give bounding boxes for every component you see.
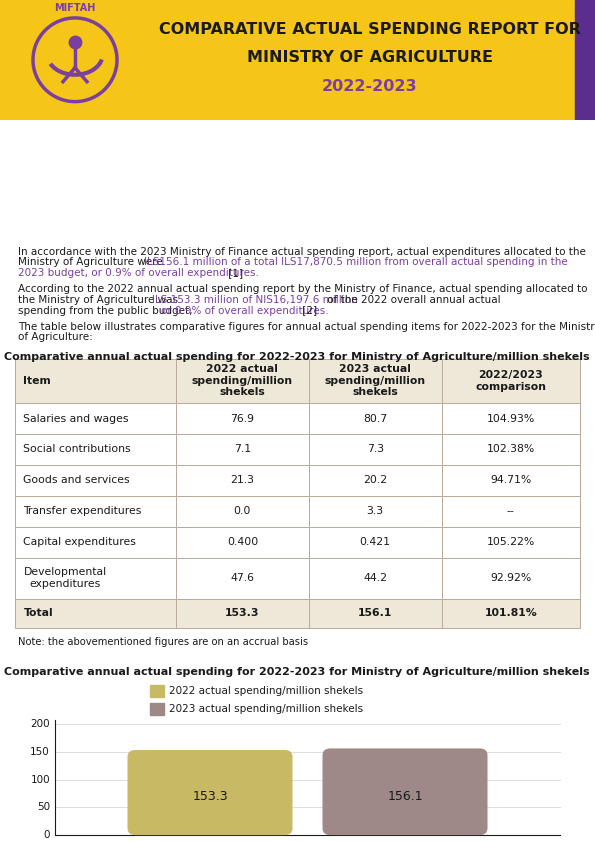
Text: 44.2: 44.2 xyxy=(363,573,387,584)
Bar xyxy=(441,434,580,465)
Text: ILS 153.3 million of NIS16,197.6 million: ILS 153.3 million of NIS16,197.6 million xyxy=(152,295,358,305)
Bar xyxy=(150,702,164,715)
Bar xyxy=(15,403,176,434)
Text: 76.9: 76.9 xyxy=(230,413,255,424)
Text: 101.81%: 101.81% xyxy=(484,608,537,618)
Bar xyxy=(176,557,309,599)
Text: Total: Total xyxy=(23,608,53,618)
Text: spending from the public budget,: spending from the public budget, xyxy=(18,306,196,316)
Text: ILS156.1 million of a total ILS17,870.5 million from overall actual spending in : ILS156.1 million of a total ILS17,870.5 … xyxy=(144,258,568,267)
Text: MINISTRY OF AGRICULTURE: MINISTRY OF AGRICULTURE xyxy=(247,51,493,66)
Bar xyxy=(309,527,441,557)
Bar xyxy=(441,465,580,496)
Bar xyxy=(15,496,176,527)
Bar xyxy=(309,496,441,527)
Text: --: -- xyxy=(507,506,515,516)
Text: Salaries and wages: Salaries and wages xyxy=(23,413,129,424)
Text: 2023 actual spending/million shekels: 2023 actual spending/million shekels xyxy=(169,704,363,713)
Text: [1]: [1] xyxy=(225,268,243,278)
Bar xyxy=(150,685,164,697)
Text: 153.3: 153.3 xyxy=(225,608,259,618)
Bar xyxy=(15,527,176,557)
Text: 0.400: 0.400 xyxy=(227,537,258,547)
Bar xyxy=(441,496,580,527)
Text: 2023 actual
spending/million
shekels: 2023 actual spending/million shekels xyxy=(325,365,426,397)
Text: or 0.9% of overall expenditures.: or 0.9% of overall expenditures. xyxy=(161,306,328,316)
Text: 3.3: 3.3 xyxy=(367,506,384,516)
Text: 104.93%: 104.93% xyxy=(487,413,535,424)
Bar xyxy=(441,527,580,557)
Bar xyxy=(15,434,176,465)
Bar xyxy=(309,434,441,465)
Text: 94.71%: 94.71% xyxy=(490,476,531,485)
Text: Comparative annual actual spending for 2022-2023 for Ministry of Agriculture/mil: Comparative annual actual spending for 2… xyxy=(4,352,590,362)
Text: According to the 2022 annual actual spending report by the Ministry of Finance, : According to the 2022 annual actual spen… xyxy=(18,284,587,294)
Bar xyxy=(441,403,580,434)
Bar xyxy=(15,557,176,599)
Text: of Agriculture:: of Agriculture: xyxy=(18,333,93,343)
Bar xyxy=(15,465,176,496)
Text: 2022/2023
comparison: 2022/2023 comparison xyxy=(475,370,546,392)
Bar xyxy=(575,0,595,120)
Text: 80.7: 80.7 xyxy=(363,413,387,424)
Bar xyxy=(441,599,580,628)
Text: 156.1: 156.1 xyxy=(358,608,392,618)
Text: Capital expenditures: Capital expenditures xyxy=(23,537,136,547)
Bar xyxy=(176,465,309,496)
Text: 0.0: 0.0 xyxy=(234,506,251,516)
Text: Transfer expenditures: Transfer expenditures xyxy=(23,506,142,516)
Text: 20.2: 20.2 xyxy=(363,476,387,485)
Bar xyxy=(309,557,441,599)
Text: 200: 200 xyxy=(30,719,50,729)
Text: the Ministry of Agriculture was: the Ministry of Agriculture was xyxy=(18,295,181,305)
Text: 156.1: 156.1 xyxy=(387,790,423,802)
Bar xyxy=(176,599,309,628)
Text: 2022 actual
spending/million
shekels: 2022 actual spending/million shekels xyxy=(192,365,293,397)
Text: 92.92%: 92.92% xyxy=(490,573,531,584)
Text: 0: 0 xyxy=(43,830,50,840)
Text: 7.3: 7.3 xyxy=(367,445,384,455)
Text: Ministry of Agriculture were: Ministry of Agriculture were xyxy=(18,258,166,267)
Bar xyxy=(176,434,309,465)
Text: Developmental
expenditures: Developmental expenditures xyxy=(23,568,107,589)
Text: 2022-2023: 2022-2023 xyxy=(322,79,418,94)
Text: of the 2022 overall annual actual: of the 2022 overall annual actual xyxy=(324,295,500,305)
Bar xyxy=(309,359,441,403)
Text: 153.3: 153.3 xyxy=(192,791,228,803)
Bar xyxy=(176,359,309,403)
Text: 102.38%: 102.38% xyxy=(487,445,535,455)
Text: Comparative annual actual spending for 2022-2023 for Ministry of Agriculture/mil: Comparative annual actual spending for 2… xyxy=(4,667,590,676)
Bar xyxy=(176,496,309,527)
Text: 7.1: 7.1 xyxy=(234,445,251,455)
Text: [2]: [2] xyxy=(299,306,317,316)
Text: 100: 100 xyxy=(30,775,50,785)
Text: Social contributions: Social contributions xyxy=(23,445,131,455)
Text: 2022 actual spending/million shekels: 2022 actual spending/million shekels xyxy=(169,686,363,696)
Text: 105.22%: 105.22% xyxy=(487,537,535,547)
Text: Goods and services: Goods and services xyxy=(23,476,130,485)
Bar xyxy=(309,599,441,628)
Bar xyxy=(176,403,309,434)
Bar xyxy=(309,403,441,434)
FancyBboxPatch shape xyxy=(322,749,487,835)
Text: The table below illustrates comparative figures for annual actual spending items: The table below illustrates comparative … xyxy=(18,322,595,332)
Bar xyxy=(176,527,309,557)
Text: 150: 150 xyxy=(30,747,50,757)
Text: 47.6: 47.6 xyxy=(230,573,255,584)
Bar xyxy=(309,465,441,496)
Text: Note: the abovementioned figures are on an accrual basis: Note: the abovementioned figures are on … xyxy=(18,637,308,647)
Bar xyxy=(441,557,580,599)
Text: 0.421: 0.421 xyxy=(360,537,391,547)
Bar xyxy=(15,359,176,403)
Text: In accordance with the 2023 Ministry of Finance actual spending report, actual e: In accordance with the 2023 Ministry of … xyxy=(18,247,586,257)
Bar xyxy=(15,599,176,628)
Bar xyxy=(441,359,580,403)
Text: 50: 50 xyxy=(37,802,50,813)
Text: COMPARATIVE ACTUAL SPENDING REPORT FOR: COMPARATIVE ACTUAL SPENDING REPORT FOR xyxy=(159,23,581,37)
Text: Item: Item xyxy=(23,376,51,386)
Text: 2023 budget, or 0.9% of overall expenditures.: 2023 budget, or 0.9% of overall expendit… xyxy=(18,268,259,278)
Text: 21.3: 21.3 xyxy=(230,476,255,485)
Text: MIFTAH: MIFTAH xyxy=(54,3,96,13)
FancyBboxPatch shape xyxy=(127,750,293,835)
